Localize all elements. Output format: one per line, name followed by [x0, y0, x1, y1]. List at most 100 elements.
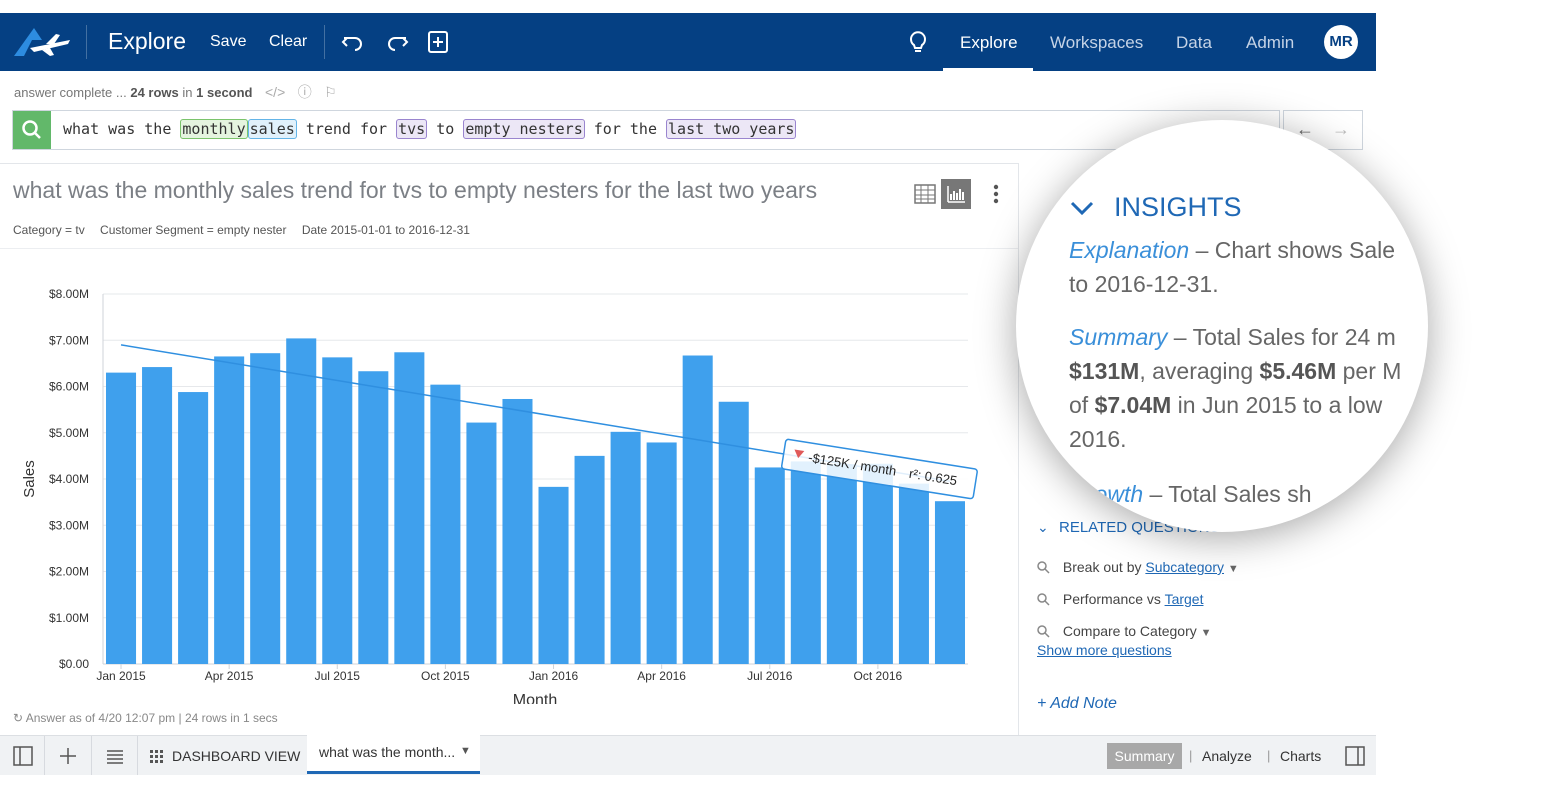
avatar[interactable]: MR [1324, 25, 1358, 59]
search-query[interactable]: what was the monthly sales trend for tvs … [63, 119, 797, 139]
bar [286, 338, 317, 664]
related-question-link[interactable]: Subcategory [1145, 559, 1224, 575]
answer-status: answer complete ... 24 rows in 1 second [14, 85, 253, 100]
y-tick-label: $8.00M [49, 287, 89, 301]
panel-toggle-icon[interactable] [12, 745, 34, 767]
undo-icon[interactable] [341, 30, 365, 54]
trend-label: -$125K / month r²: 0.625 [780, 438, 978, 500]
insight-explanation: Explanation – Chart shows Sale [1069, 237, 1395, 264]
airplane-logo-icon[interactable] [12, 26, 74, 58]
table-view-icon[interactable] [910, 179, 940, 209]
insight-label: Growth [1069, 481, 1144, 507]
nav-workspaces[interactable]: Workspaces [1050, 33, 1144, 52]
related-question-link[interactable]: Target [1164, 591, 1204, 607]
x-tick-label: Apr 2016 [637, 669, 686, 683]
answer-timestamp-text: Answer as of 4/20 12:07 pm | 24 rows in … [25, 711, 278, 725]
bar [934, 501, 965, 664]
insight-label: Explanation [1069, 237, 1190, 263]
add-to-pinboard-icon[interactable] [426, 30, 450, 54]
grid-dots-icon [150, 750, 163, 763]
query-token-monthly[interactable]: monthly [180, 119, 248, 139]
app-title: Explore [108, 28, 186, 54]
caret-down-icon[interactable]: ▼ [460, 745, 471, 757]
back-arrow-icon[interactable]: ← [1296, 119, 1314, 139]
search-button[interactable] [13, 111, 51, 149]
bar [322, 357, 353, 664]
search-bar[interactable]: what was the monthly sales trend for tvs … [12, 110, 1280, 150]
search-icon [1037, 561, 1050, 574]
redo-icon[interactable] [385, 30, 409, 54]
forward-arrow-icon[interactable]: → [1332, 119, 1350, 139]
insight-explanation-cont: to 2016-12-31. [1069, 271, 1219, 298]
more-options-icon[interactable] [981, 179, 1011, 209]
add-icon[interactable] [57, 745, 79, 767]
save-button[interactable]: Save [210, 33, 247, 50]
query-token-last-two-years[interactable]: last two years [666, 119, 797, 139]
query-text: trend for [305, 120, 388, 138]
add-note-button[interactable]: + Add Note [1037, 695, 1117, 712]
clear-button[interactable]: Clear [269, 33, 308, 50]
summary-button[interactable]: Summary [1107, 743, 1182, 769]
insight-text: – Total Sales for 24 m [1167, 324, 1396, 350]
insights-heading[interactable]: INSIGHTS [1114, 192, 1242, 222]
chart-view-icon[interactable] [941, 179, 971, 209]
info-icon[interactable]: ⓘ [297, 84, 312, 100]
x-axis-ticks: Jan 2015 Apr 2015 Jul 2015 Oct 2015 Jan 2016… [96, 664, 903, 683]
chevron-down-icon[interactable] [1069, 198, 1095, 218]
bar [214, 356, 245, 664]
filter-chip[interactable]: Category = tv [13, 223, 85, 237]
bar [178, 392, 209, 664]
y-axis-label: Sales [21, 460, 38, 498]
right-panel-toggle-icon[interactable] [1344, 745, 1366, 767]
filter-chip[interactable]: Customer Segment = empty nester [100, 223, 287, 237]
divider [91, 736, 92, 775]
search-icon [22, 120, 41, 139]
nav-data[interactable]: Data [1176, 33, 1212, 52]
insight-text: per M [1336, 358, 1402, 384]
caret-down-icon[interactable]: ▼ [1227, 563, 1239, 575]
insight-value: $5.46M [1259, 358, 1337, 384]
nav-admin[interactable]: Admin [1246, 33, 1295, 52]
bar [106, 372, 137, 664]
bar [682, 355, 713, 664]
related-question-text: Compare to Category [1062, 623, 1197, 639]
y-tick-label: $6.00M [49, 380, 89, 394]
trend-label-box [780, 438, 978, 500]
caret-down-icon[interactable]: ▼ [1200, 627, 1212, 639]
code-icon[interactable]: </> [265, 84, 286, 100]
insight-text: 2016. [1069, 426, 1127, 452]
status-icons: </> ⓘ ⚐ [265, 82, 345, 102]
chevron-down-icon[interactable]: ⌄ [1037, 519, 1049, 535]
query-token-empty-nesters[interactable]: empty nesters [463, 119, 585, 139]
dashboard-view-button[interactable]: DASHBOARD VIEW [172, 748, 301, 764]
answer-title[interactable]: what was the monthly sales trend for tvs… [13, 177, 818, 203]
list-icon[interactable] [104, 745, 126, 767]
lightbulb-icon[interactable] [906, 30, 930, 54]
query-text: what was the [63, 120, 172, 138]
analyze-button[interactable]: Analyze [1202, 748, 1252, 764]
charts-button[interactable]: Charts [1280, 748, 1322, 764]
refresh-icon[interactable]: ↻ [13, 711, 24, 725]
query-token-tvs[interactable]: tvs [396, 119, 428, 139]
show-more-questions-link[interactable]: Show more questions [1037, 642, 1172, 658]
bar [826, 464, 857, 664]
insight-summary-line3: of $7.04M in Jun 2015 to a low [1069, 392, 1382, 419]
y-tick-label: $2.00M [49, 565, 89, 579]
related-question-performance[interactable]: Performance vs Target [1037, 591, 1203, 607]
bar [898, 483, 929, 664]
trend-r2-label: r²: 0.625 [908, 466, 958, 488]
filter-chip[interactable]: Date 2015-01-01 to 2016-12-31 [301, 223, 470, 237]
answer-tab[interactable]: what was the month... ▼ [307, 735, 480, 774]
query-token-sales[interactable]: sales [247, 119, 297, 139]
y-tick-label: $1.00M [49, 611, 89, 625]
nav-explore[interactable]: Explore [960, 33, 1018, 52]
related-question-breakout[interactable]: Break out by Subcategory ▼ [1037, 559, 1239, 575]
related-question-compare[interactable]: Compare to Category ▼ [1037, 623, 1212, 639]
y-tick-label: $7.00M [49, 333, 89, 347]
down-triangle-icon [794, 449, 805, 459]
top-bar: Explore Save Clear Explore Workspaces Da… [0, 13, 1376, 71]
insight-text: – Total Sales sh [1143, 481, 1312, 507]
flag-icon[interactable]: ⚐ [324, 84, 337, 100]
x-axis-label: Month [513, 692, 557, 704]
bar [538, 486, 569, 664]
